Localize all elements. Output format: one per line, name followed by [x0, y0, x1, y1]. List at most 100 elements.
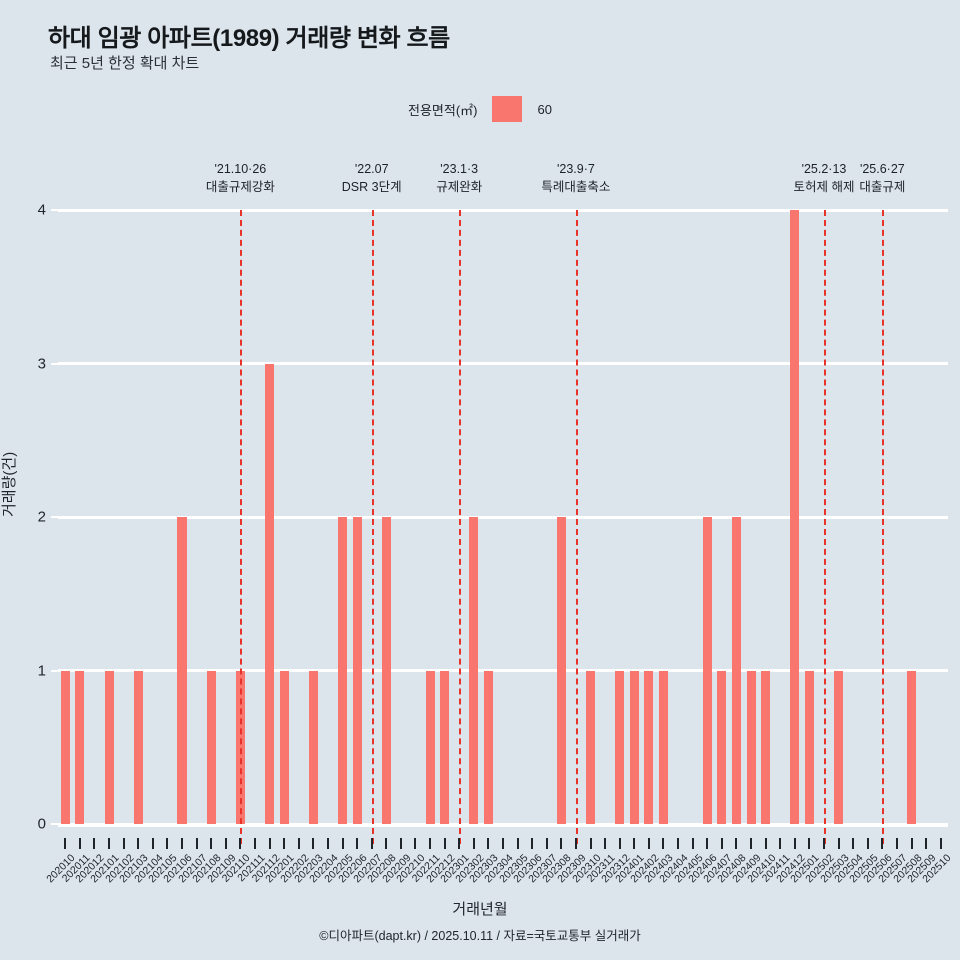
bar[interactable]	[265, 363, 275, 824]
x-axis-tick	[618, 838, 621, 849]
x-axis-tick	[822, 838, 825, 849]
x-axis-tick	[283, 838, 286, 849]
event-marker-line	[823, 210, 826, 844]
bar[interactable]	[834, 670, 844, 824]
x-axis-tick	[647, 838, 650, 849]
y-axis-tick-label: 3	[37, 355, 46, 372]
event-marker-line	[371, 210, 374, 844]
x-axis-tick	[472, 838, 475, 849]
x-axis-tick	[137, 838, 140, 849]
bar[interactable]	[556, 517, 566, 824]
x-axis-tick	[253, 838, 256, 849]
x-axis-tick	[735, 838, 738, 849]
x-axis-tick	[881, 838, 884, 849]
bar[interactable]	[381, 517, 391, 824]
bar[interactable]	[761, 670, 771, 824]
x-axis-tick	[487, 838, 490, 849]
bar[interactable]	[206, 670, 216, 824]
y-axis-tick-label: 4	[37, 201, 46, 219]
gridline	[58, 362, 948, 365]
x-axis-tick	[706, 838, 709, 849]
x-axis-tick	[939, 838, 942, 849]
legend-color-swatch	[491, 96, 522, 122]
bar[interactable]	[104, 670, 114, 824]
x-axis-tick	[210, 838, 213, 849]
x-axis-tick	[560, 838, 563, 849]
event-date: '21.10·26	[214, 162, 267, 176]
x-axis-tick	[64, 838, 67, 849]
x-axis-tick	[268, 838, 271, 849]
event-annotation-label: '22.07 DSR 3단계	[342, 160, 402, 196]
x-axis-tick	[925, 838, 928, 849]
x-axis-tick	[910, 838, 913, 849]
event-annotation-label: '23.1·3 규제완화	[436, 160, 482, 196]
x-axis-tick	[866, 838, 869, 849]
x-axis-tick	[224, 838, 227, 849]
x-axis-tick	[312, 838, 315, 849]
bar[interactable]	[746, 670, 756, 824]
bar[interactable]	[717, 670, 727, 824]
bar[interactable]	[644, 670, 654, 824]
bar[interactable]	[352, 517, 362, 824]
event-annotation-label: '23.9·7 특례대출축소	[541, 160, 610, 196]
event-name: 대출규제강화	[205, 180, 275, 195]
event-name: 특례대출축소	[541, 180, 611, 195]
event-annotation-label: '25.2·13 토허제 해제	[793, 160, 854, 196]
x-axis-tick	[779, 838, 782, 849]
x-axis-tick	[793, 838, 796, 849]
y-axis: 0 1 2 3 4	[0, 202, 58, 833]
x-axis-line	[58, 824, 948, 827]
x-axis-tick	[399, 838, 402, 849]
bar[interactable]	[658, 670, 668, 824]
x-axis-tick	[531, 838, 534, 849]
x-axis-tick	[370, 838, 373, 849]
bar[interactable]	[75, 670, 85, 824]
bar[interactable]	[731, 517, 741, 824]
bar[interactable]	[483, 670, 493, 824]
x-axis-tick	[122, 838, 125, 849]
event-name: DSR 3단계	[341, 180, 402, 195]
x-axis-tick	[691, 838, 694, 849]
bar[interactable]	[337, 517, 348, 824]
bar[interactable]	[133, 670, 143, 824]
gridline	[58, 669, 948, 672]
x-axis-tick	[764, 838, 767, 849]
bar[interactable]	[308, 670, 318, 824]
x-axis-tick	[195, 838, 198, 849]
bar[interactable]	[469, 517, 479, 824]
event-date: '22.07	[354, 162, 389, 176]
y-axis-tick	[51, 669, 58, 672]
bar[interactable]	[177, 517, 187, 824]
bar[interactable]	[629, 670, 639, 824]
x-axis-tick	[341, 838, 344, 849]
event-date: '25.6·27	[859, 162, 905, 176]
x-axis-title: 거래년월	[452, 901, 508, 918]
x-axis: 202010 202011 202012 202101 202102 202103 2021…	[45, 824, 953, 944]
bar[interactable]	[790, 210, 800, 824]
x-axis-tick	[458, 838, 461, 849]
y-axis-tick-label: 1	[37, 662, 46, 679]
x-axis-tick	[750, 838, 753, 849]
bar[interactable]	[60, 670, 70, 824]
event-name: 토허제 해제	[793, 180, 855, 195]
bar[interactable]	[907, 670, 917, 824]
x-axis-tick	[151, 838, 154, 849]
bar[interactable]	[586, 670, 596, 824]
y-axis-tick	[51, 362, 58, 365]
bar[interactable]	[615, 670, 625, 824]
x-axis-tick	[604, 838, 607, 849]
y-axis-tick	[51, 516, 58, 518]
bar[interactable]	[804, 670, 814, 824]
bar[interactable]	[279, 670, 289, 824]
bar[interactable]	[702, 517, 712, 824]
page-subtitle: 최근 5년 한정 확대 차트	[50, 55, 200, 72]
bar[interactable]	[440, 670, 450, 824]
x-axis-tick	[545, 838, 548, 849]
page-title: 하대 임광 아파트(1989) 거래량 변화 흐름	[48, 25, 450, 52]
x-axis-tick	[574, 838, 577, 849]
gridline	[58, 515, 948, 519]
x-axis-tick	[633, 838, 636, 849]
bar[interactable]	[425, 670, 435, 824]
bar[interactable]	[235, 670, 245, 824]
x-axis-tick	[166, 838, 169, 849]
